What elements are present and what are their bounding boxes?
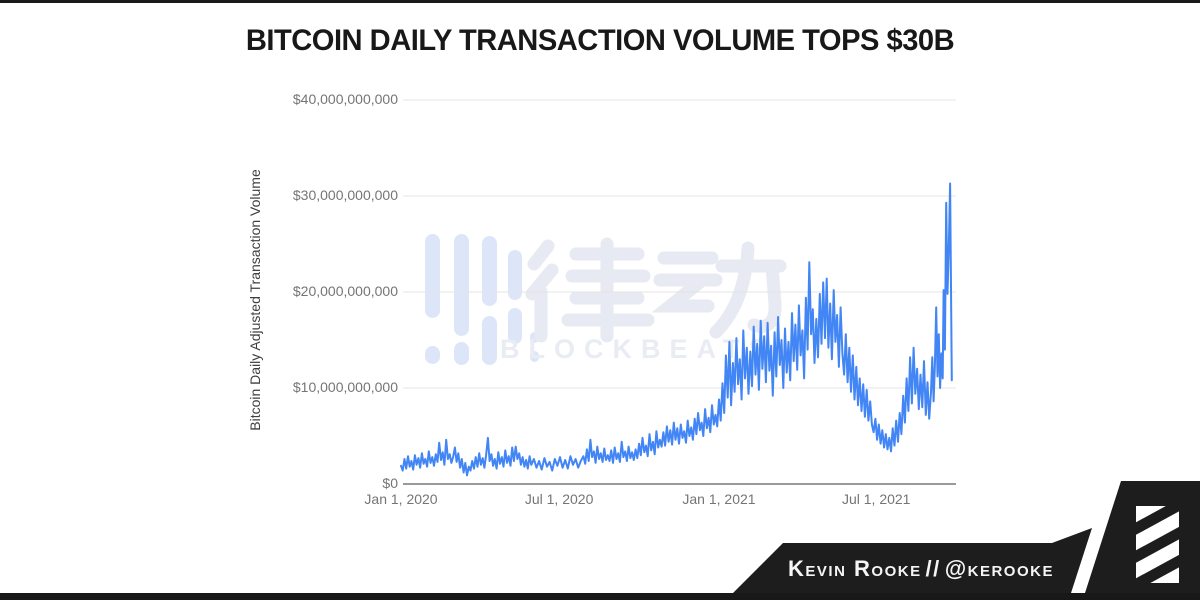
x-tick-label: Jul 1, 2020 [524, 491, 594, 507]
chart-title: BITCOIN DAILY TRANSACTION VOLUME TOPS $3… [245, 24, 955, 57]
blockbeats-logo-bars [425, 234, 539, 365]
top-border-strip [0, 0, 1200, 3]
blockbeats-cjk-glyphs [525, 237, 787, 343]
bottom-border-strip [0, 593, 1200, 600]
transaction-volume-line [400, 182, 953, 477]
author-separator: // [925, 556, 941, 581]
kevin-rooke-stripe-logo [1136, 506, 1179, 583]
x-tick-label: Jul 1, 2021 [841, 491, 911, 507]
blockbeats-watermark-text: BLOCKBEATS [500, 334, 776, 364]
x-tick-label: Jan 1, 2020 [364, 491, 438, 507]
author-credit: Kevin Rooke // @kerooke [788, 556, 1054, 582]
author-name: Kevin Rooke [788, 556, 922, 581]
y-tick-label: $20,000,000,000 [292, 283, 398, 299]
y-tick-label: $0 [382, 475, 398, 491]
author-banner [733, 528, 1092, 593]
y-tick-label: $30,000,000,000 [292, 187, 398, 203]
y-tick-label: $10,000,000,000 [292, 379, 398, 395]
author-handle: @kerooke [944, 556, 1054, 581]
x-tick-label: Jan 1, 2021 [682, 491, 756, 507]
y-tick-label: $40,000,000,000 [292, 91, 398, 107]
